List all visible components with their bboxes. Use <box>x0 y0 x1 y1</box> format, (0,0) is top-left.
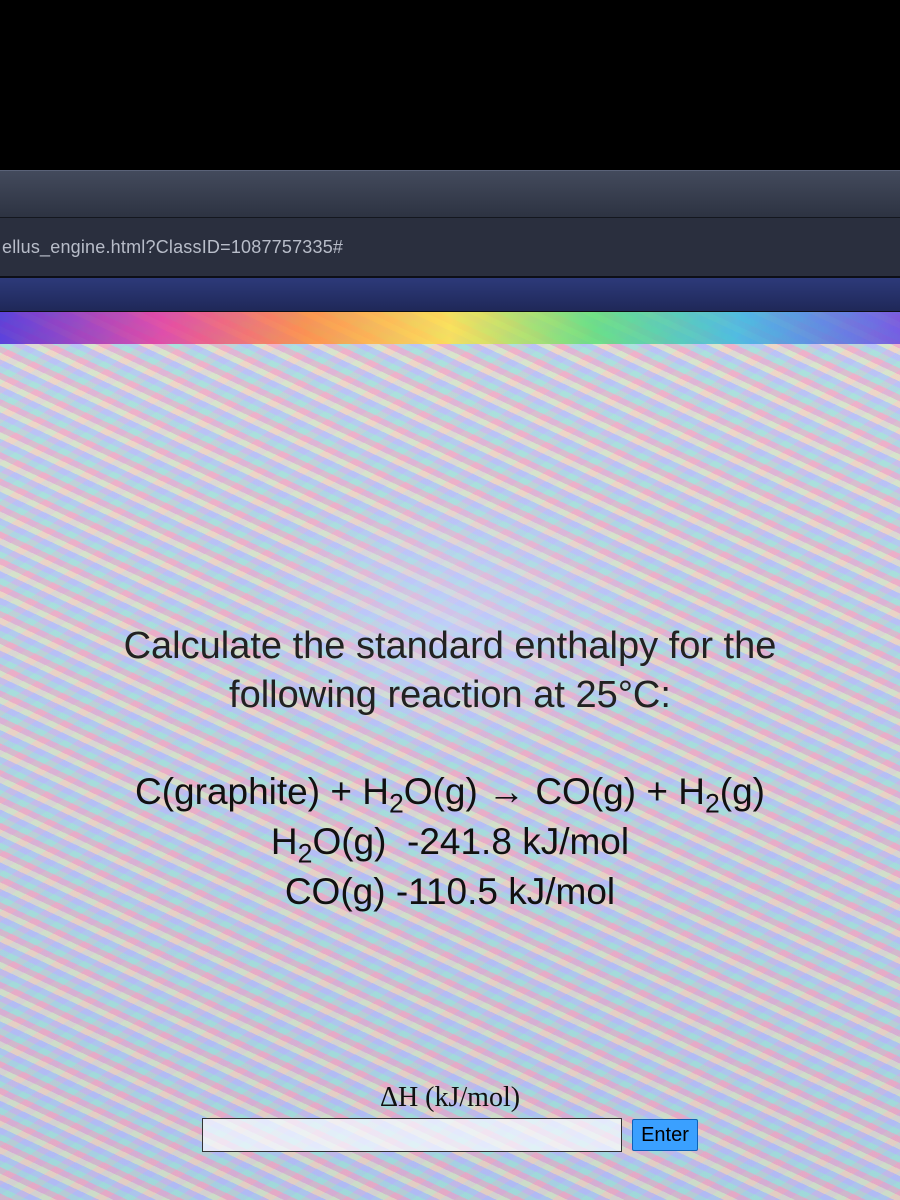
prompt-line-1: Calculate the standard enthalpy for the <box>30 622 870 671</box>
url-text: ellus_engine.html?ClassID=1087757335# <box>0 237 343 258</box>
address-bar[interactable]: ellus_engine.html?ClassID=1087757335# <box>0 218 900 278</box>
answer-input[interactable] <box>202 1118 622 1152</box>
spectrum-strip <box>0 312 900 344</box>
browser-toolbar <box>0 170 900 218</box>
answer-section: ΔH (kJ/mol) Enter <box>0 1082 900 1152</box>
answer-label: ΔH (kJ/mol) <box>380 1082 520 1114</box>
given-value-1: H2O(g) -241.8 kJ/mol <box>30 817 870 867</box>
answer-input-row: Enter <box>202 1118 698 1152</box>
reaction-equation: C(graphite) + H2O(g) → CO(g) + H2(g) <box>30 767 870 817</box>
question-panel: Calculate the standard enthalpy for the … <box>0 312 900 1200</box>
question-block: Calculate the standard enthalpy for the … <box>30 622 870 917</box>
screen-black-letterbox <box>0 0 900 170</box>
prompt-line-2: following reaction at 25°C: <box>30 671 870 720</box>
page-nav-band <box>0 278 900 312</box>
equation-block: C(graphite) + H2O(g) → CO(g) + H2(g) H2O… <box>30 767 870 917</box>
enter-button[interactable]: Enter <box>632 1119 698 1151</box>
given-value-2: CO(g) -110.5 kJ/mol <box>30 867 870 917</box>
